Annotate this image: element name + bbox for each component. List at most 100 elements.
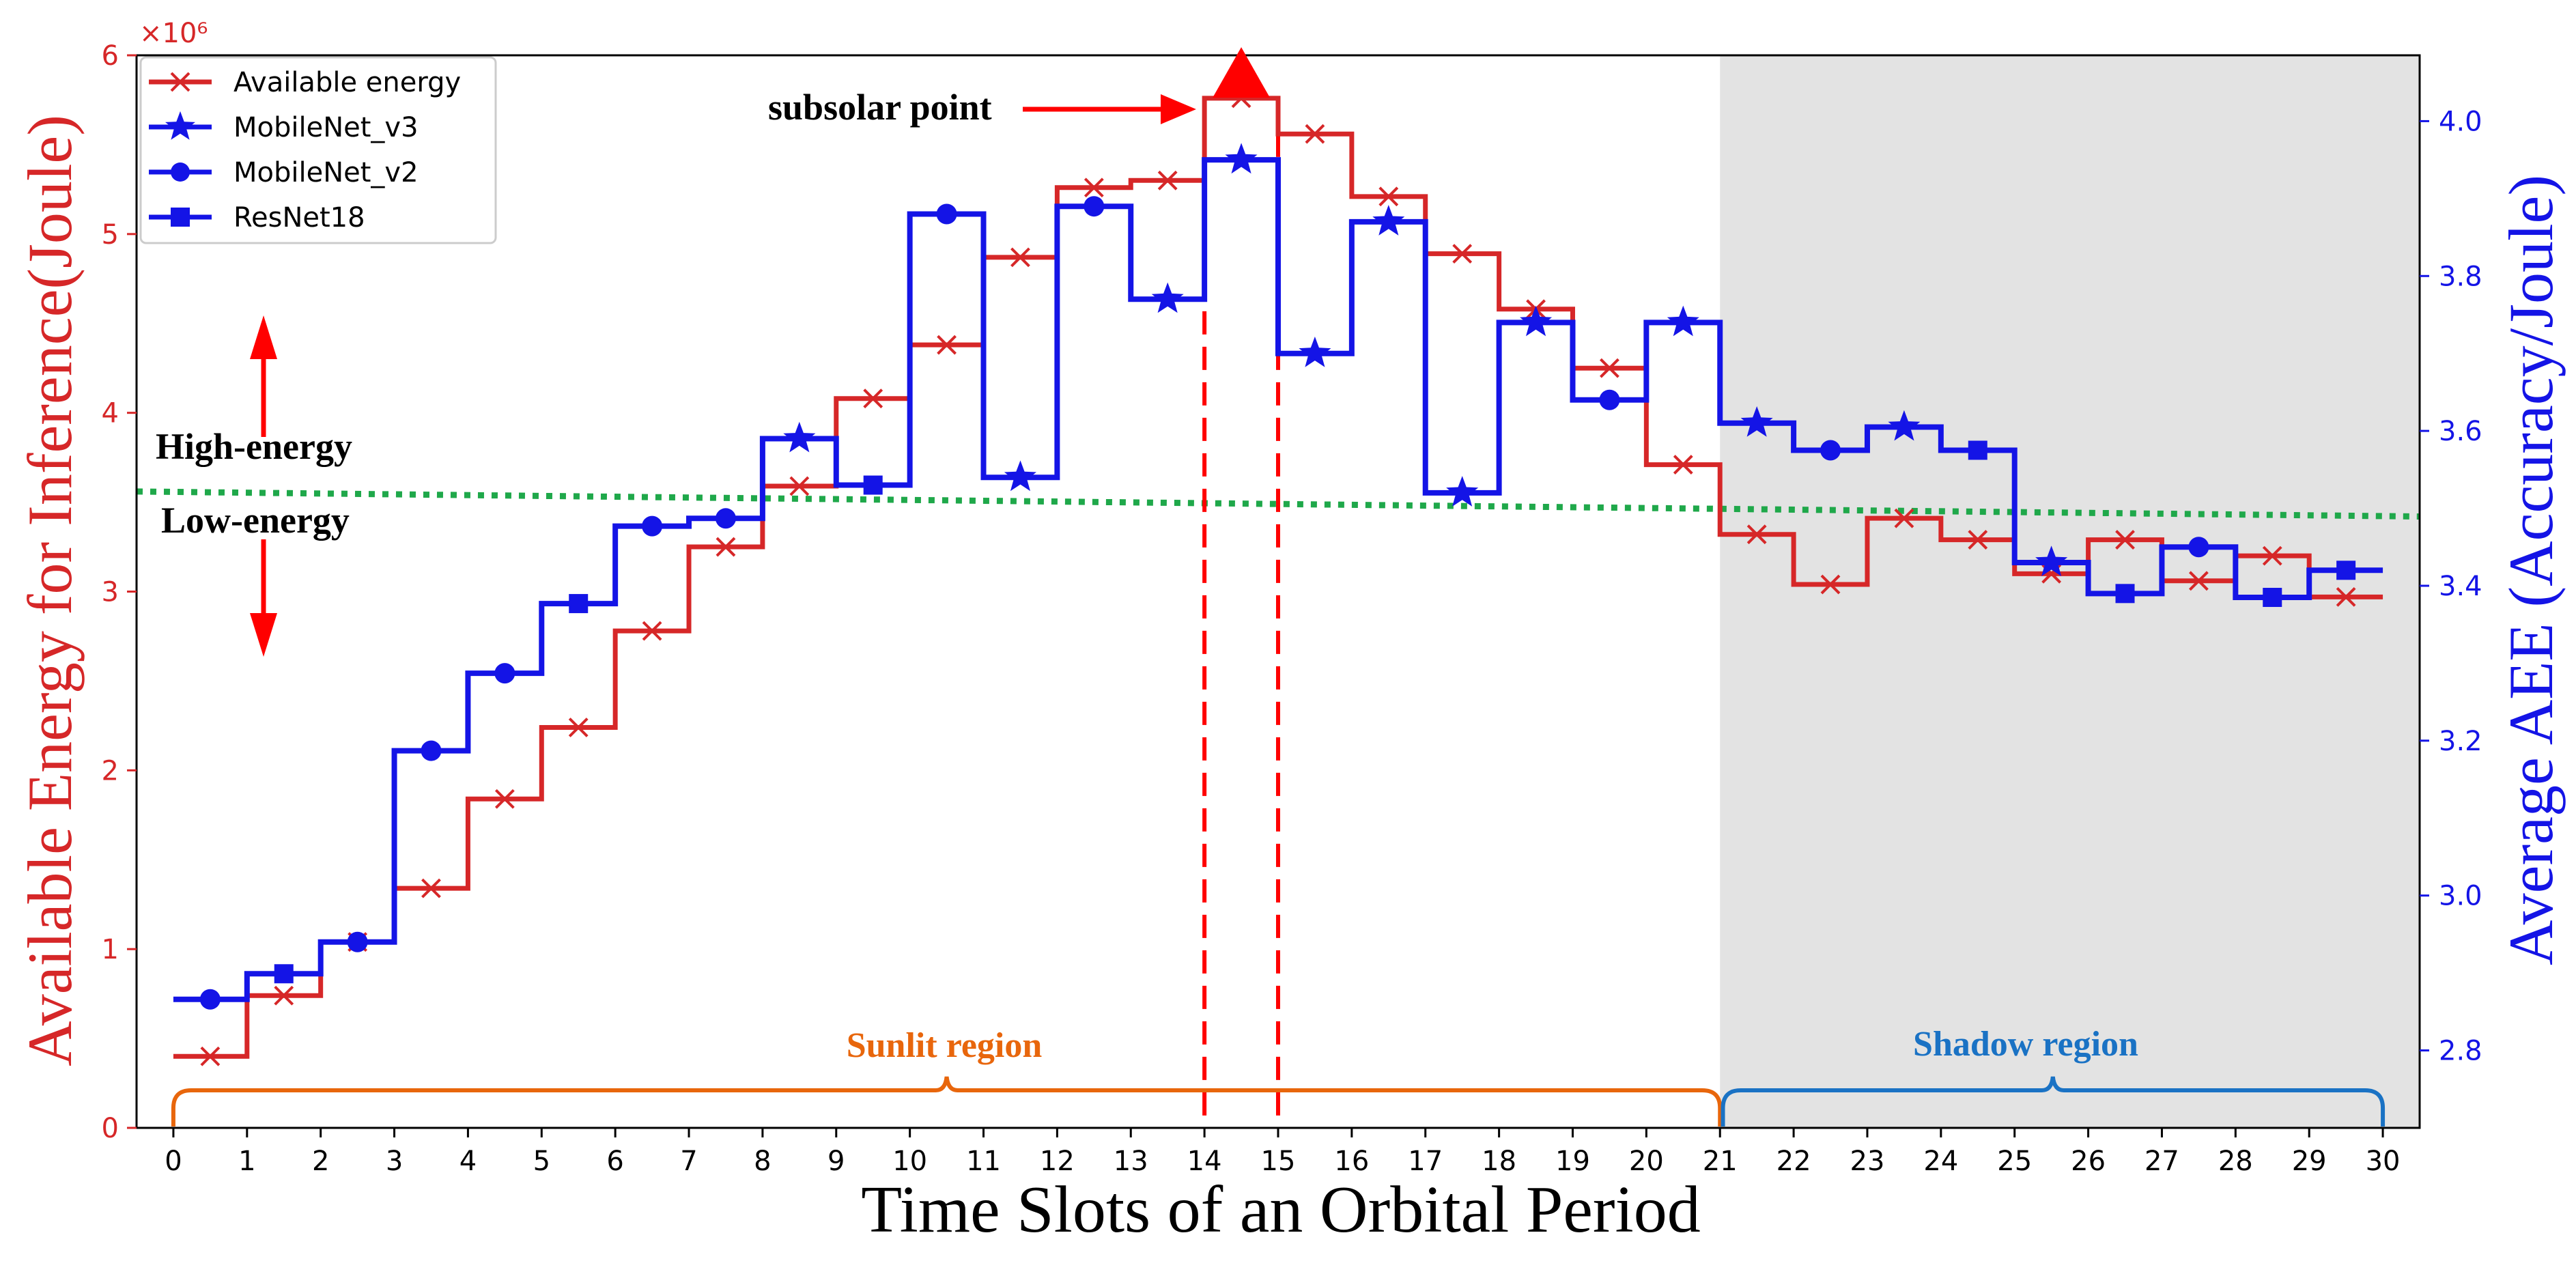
energy-x-marker — [1378, 186, 1399, 207]
x-tick-18: 18 — [1482, 1128, 1516, 1177]
left-tick-label: 3 — [102, 577, 119, 608]
right-axis-label: Average AEE (Accuracy/Joule) — [2496, 175, 2566, 965]
x-tick-16: 16 — [1334, 1128, 1369, 1177]
right-tick-3.0: 3.0 — [2420, 881, 2482, 912]
x-tick-label: 23 — [1850, 1146, 1885, 1177]
right-tick-3.4: 3.4 — [2420, 571, 2482, 602]
subsolar-arrow-head — [1161, 94, 1196, 124]
aee-point-15-star-marker — [1299, 337, 1331, 367]
x-tick-label: 7 — [680, 1146, 697, 1177]
x-tick-label: 28 — [2218, 1146, 2253, 1177]
aee-point-22-circle-marker — [1820, 440, 1841, 461]
legend-x-marker — [170, 72, 190, 92]
high-energy-label: High-energy — [156, 426, 352, 467]
x-tick-28: 28 — [2218, 1128, 2253, 1177]
x-tick-label: 17 — [1408, 1146, 1443, 1177]
left-tick-4: 4 — [102, 398, 137, 429]
legend-square-marker — [171, 208, 190, 227]
x-tick-1: 1 — [238, 1128, 256, 1177]
energy-point-16 — [1378, 186, 1399, 207]
energy-point-29 — [2336, 586, 2356, 607]
left-tick-label: 5 — [102, 219, 119, 251]
x-tick-label: 10 — [892, 1146, 927, 1177]
energy-x-marker — [1157, 170, 1178, 190]
x-tick-label: 15 — [1261, 1146, 1296, 1177]
left-axis-multiplier: ×10⁶ — [139, 18, 208, 49]
x-tick-21: 21 — [1703, 1128, 1738, 1177]
energy-point-22 — [1820, 574, 1841, 595]
right-axis-ticks: 2.8 3.0 3.2 3.4 3.6 3.8 4.0 — [2420, 106, 2482, 1067]
aee-point-25-star-marker — [2035, 546, 2068, 576]
x-tick-26: 26 — [2071, 1128, 2106, 1177]
energy-x-marker — [789, 476, 810, 496]
x-tick-9: 9 — [827, 1128, 845, 1177]
aee-point-4-circle-marker — [494, 663, 515, 684]
aee-point-1-square-marker — [274, 964, 294, 984]
energy-x-marker — [568, 718, 589, 737]
aee-point-6-circle-marker — [642, 515, 663, 537]
aee-point-3-circle-marker — [421, 740, 442, 761]
energy-point-20 — [1673, 455, 1693, 475]
x-tick-label: 2 — [312, 1146, 329, 1177]
x-tick-10: 10 — [892, 1128, 927, 1177]
energy-x-marker — [1305, 124, 1325, 144]
aee-point-27-circle-marker — [2188, 537, 2209, 558]
subsolar-label: subsolar point — [768, 87, 992, 128]
x-tick-label: 30 — [2366, 1146, 2401, 1177]
x-tick-label: 11 — [966, 1146, 1001, 1177]
energy-point-0 — [200, 1046, 221, 1066]
x-tick-17: 17 — [1408, 1128, 1443, 1177]
aee-point-13-star-marker — [1151, 282, 1184, 313]
x-tick-label: 24 — [1923, 1146, 1958, 1177]
region-braces — [171, 1076, 2386, 1127]
energy-x-marker — [200, 1046, 221, 1066]
up-arrow-head — [250, 315, 277, 359]
x-tick-label: 4 — [459, 1146, 477, 1177]
x-tick-3: 3 — [386, 1128, 403, 1177]
energy-point-15 — [1305, 124, 1325, 144]
legend-entry-0: Available energy — [149, 67, 461, 98]
legend-box — [139, 56, 497, 244]
energy-x-marker — [494, 789, 515, 809]
right-tick-label: 2.8 — [2439, 1036, 2482, 1067]
right-tick-4.0: 4.0 — [2420, 106, 2482, 137]
x-tick-11: 11 — [966, 1128, 1001, 1177]
energy-x-marker — [1820, 574, 1841, 595]
legend-label: MobileNet_v3 — [233, 112, 419, 143]
energy-point-11 — [1010, 247, 1030, 268]
legend: Available energy MobileNet_v3 MobileNet_v2… — [139, 56, 497, 244]
energy-point-4 — [494, 789, 515, 809]
right-tick-2.8: 2.8 — [2420, 1036, 2482, 1067]
x-tick-label: 5 — [533, 1146, 550, 1177]
x-tick-label: 3 — [386, 1146, 403, 1177]
x-tick-label: 0 — [165, 1146, 182, 1177]
energy-point-19 — [1600, 358, 1619, 378]
aee-point-18-star-marker — [1520, 305, 1553, 337]
right-tick-3.6: 3.6 — [2420, 416, 2482, 447]
sunlit-brace — [171, 1076, 1723, 1127]
shadow-region-label: Shadow region — [1913, 1025, 2138, 1064]
legend-label: ResNet18 — [233, 202, 365, 233]
energy-x-marker — [1894, 508, 1914, 528]
subsolar-dashed-lines — [1202, 98, 1280, 1128]
right-tick-label: 4.0 — [2439, 106, 2482, 137]
x-tick-22: 22 — [1777, 1128, 1811, 1177]
sunlit-region-label: Sunlit region — [847, 1026, 1043, 1065]
low-energy-label: Low-energy — [161, 500, 350, 541]
aee-point-5-square-marker — [569, 594, 589, 614]
aee-point-17-star-marker — [1446, 476, 1479, 507]
x-tick-25: 25 — [1997, 1128, 2032, 1177]
legend-entry-3: ResNet18 — [149, 202, 365, 233]
aee-point-0-circle-marker — [199, 989, 221, 1010]
energy-x-marker — [937, 335, 957, 355]
aee-point-12-circle-marker — [1084, 196, 1105, 217]
x-tick-12: 12 — [1040, 1128, 1075, 1177]
left-tick-2: 2 — [102, 755, 137, 787]
x-tick-20: 20 — [1629, 1128, 1664, 1177]
x-tick-label: 27 — [2145, 1146, 2179, 1177]
x-tick-0: 0 — [165, 1128, 182, 1177]
energy-x-marker — [716, 537, 736, 557]
energy-point-12 — [1084, 178, 1104, 198]
energy-point-17 — [1452, 244, 1473, 264]
